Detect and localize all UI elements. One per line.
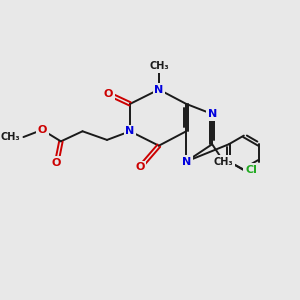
Text: CH₃: CH₃ bbox=[149, 61, 169, 71]
Text: N: N bbox=[125, 126, 135, 136]
Text: O: O bbox=[38, 125, 47, 135]
Text: N: N bbox=[182, 157, 191, 166]
Text: O: O bbox=[104, 89, 113, 99]
Text: N: N bbox=[154, 85, 164, 94]
Text: CH₃: CH₃ bbox=[214, 157, 233, 166]
Text: O: O bbox=[135, 162, 145, 172]
Text: N: N bbox=[208, 109, 217, 119]
Text: O: O bbox=[52, 158, 61, 168]
Text: Cl: Cl bbox=[245, 165, 257, 175]
Text: CH₃: CH₃ bbox=[1, 132, 21, 142]
